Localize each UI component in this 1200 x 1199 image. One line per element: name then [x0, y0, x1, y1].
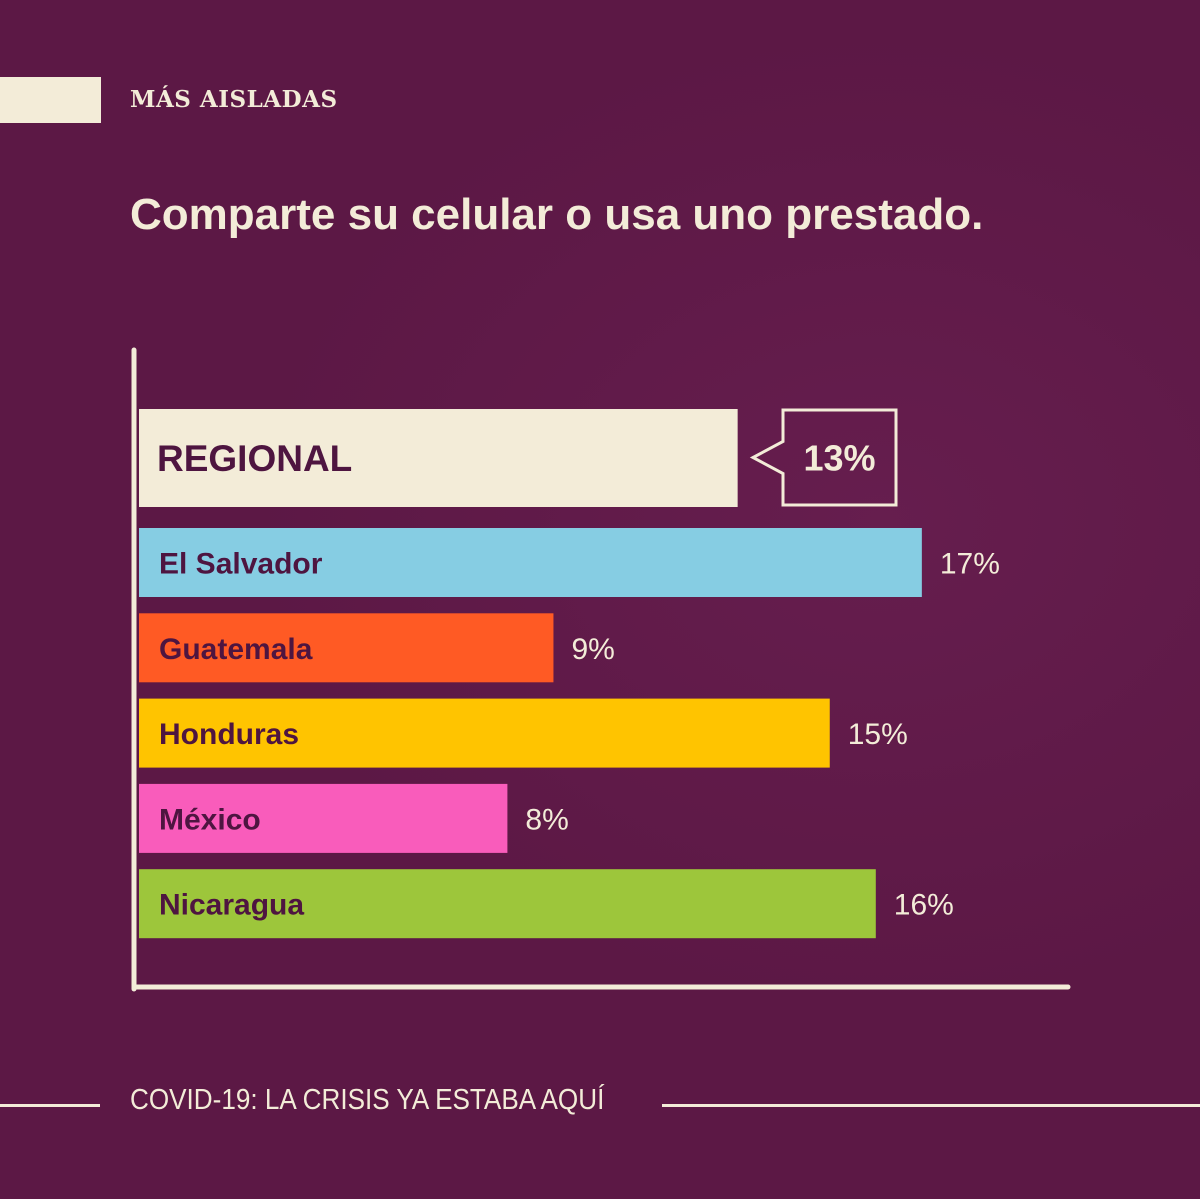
bar-el-salvador [139, 528, 922, 597]
footer-series-title: COVID-19: LA CRISIS YA ESTABA AQUÍ [130, 1084, 605, 1116]
value-label-honduras: 15% [848, 718, 908, 751]
bar-regional [139, 409, 738, 507]
chart-headline: Comparte su celular o usa uno prestado. [130, 190, 984, 239]
footer-rule-left [0, 1104, 100, 1107]
value-label-regional: 13% [803, 438, 875, 479]
bar-label-el-salvador: El Salvador [159, 548, 323, 581]
bar-nicaragua [139, 869, 876, 939]
footer-rule-right [662, 1104, 1200, 1107]
bar-label-mexico: México [159, 803, 261, 836]
value-label-mexico: 8% [525, 803, 568, 836]
value-label-nicaragua: 16% [894, 889, 954, 922]
value-label-guatemala: 9% [571, 633, 614, 666]
bar-label-honduras: Honduras [159, 718, 299, 751]
section-tag: MÁS AISLADAS [130, 86, 338, 113]
bar-label-nicaragua: Nicaragua [159, 889, 304, 922]
bar-mexico [139, 783, 508, 853]
bar-guatemala [139, 613, 554, 683]
bar-label-regional: REGIONAL [157, 438, 352, 479]
value-label-el-salvador: 17% [940, 548, 1000, 581]
bar-honduras [139, 698, 830, 768]
bar-label-guatemala: Guatemala [159, 633, 313, 666]
section-tag-bar [0, 77, 101, 123]
value-callout-regional [749, 408, 898, 507]
